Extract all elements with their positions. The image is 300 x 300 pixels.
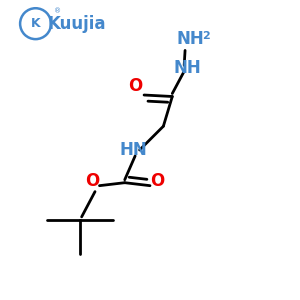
Text: Kuujia: Kuujia <box>47 15 106 33</box>
Text: O: O <box>128 77 142 95</box>
Text: 2: 2 <box>202 31 210 40</box>
Text: ®: ® <box>54 8 61 14</box>
Text: O: O <box>85 172 99 190</box>
Text: NH: NH <box>176 29 204 47</box>
Text: K: K <box>31 17 40 30</box>
Text: O: O <box>150 172 165 190</box>
Text: HN: HN <box>120 141 148 159</box>
Text: NH: NH <box>173 59 201 77</box>
